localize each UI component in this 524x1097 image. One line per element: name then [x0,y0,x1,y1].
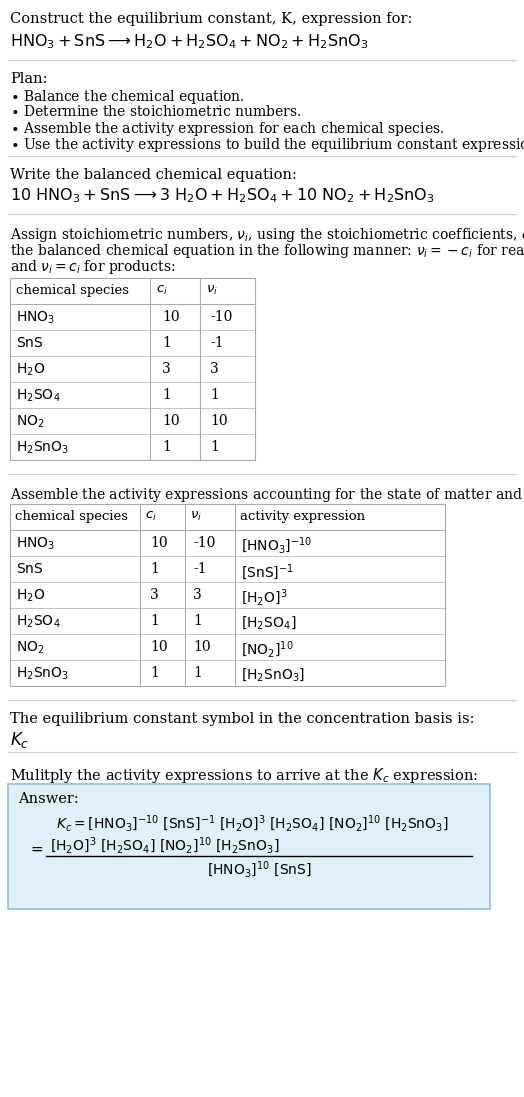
Text: Write the balanced chemical equation:: Write the balanced chemical equation: [10,168,297,182]
Text: $\mathrm{H_2O}$: $\mathrm{H_2O}$ [16,588,45,604]
Text: $K_c$: $K_c$ [10,730,29,750]
Text: $[\mathrm{HNO_3}]^{10}\ [\mathrm{SnS}]$: $[\mathrm{HNO_3}]^{10}\ [\mathrm{SnS}]$ [206,860,311,881]
Text: $\mathrm{NO_2}$: $\mathrm{NO_2}$ [16,640,45,656]
Text: $[\mathrm{H_2O}]^3$: $[\mathrm{H_2O}]^3$ [241,588,288,609]
Bar [10,278,255,460]
Text: $\mathrm{SnS}$: $\mathrm{SnS}$ [16,562,43,576]
Text: $\bullet$ Balance the chemical equation.: $\bullet$ Balance the chemical equation. [10,88,245,106]
Text: $\mathrm{10\ HNO_3 + SnS} \longrightarrow \mathrm{3\ H_2O + H_2SO_4 + 10\ NO_2 +: $\mathrm{10\ HNO_3 + SnS} \longrightarro… [10,186,435,205]
Text: $\bullet$ Use the activity expressions to build the equilibrium constant express: $\bullet$ Use the activity expressions t… [10,136,524,154]
Text: 1: 1 [193,614,202,627]
Text: -10: -10 [210,310,232,324]
Text: 3: 3 [210,362,219,376]
Text: 1: 1 [210,388,219,402]
FancyBboxPatch shape [8,784,490,909]
Text: 1: 1 [150,614,159,627]
Text: $=$: $=$ [28,842,44,856]
Text: 10: 10 [162,310,180,324]
Text: 1: 1 [210,440,219,454]
Text: $[\mathrm{H_2SO_4}]$: $[\mathrm{H_2SO_4}]$ [241,614,297,631]
Text: Answer:: Answer: [18,792,79,806]
Text: $[\mathrm{NO_2}]^{10}$: $[\mathrm{NO_2}]^{10}$ [241,640,293,660]
Text: $[\mathrm{HNO_3}]^{-10}$: $[\mathrm{HNO_3}]^{-10}$ [241,536,312,556]
Text: chemical species: chemical species [15,510,128,523]
Text: $\nu_i$: $\nu_i$ [190,510,202,523]
Text: $\mathrm{HNO_3}$: $\mathrm{HNO_3}$ [16,536,55,553]
Text: Assemble the activity expressions accounting for the state of matter and $\nu_i$: Assemble the activity expressions accoun… [10,486,524,504]
Text: 1: 1 [193,666,202,680]
Text: $\mathrm{SnS}$: $\mathrm{SnS}$ [16,336,43,350]
Text: the balanced chemical equation in the following manner: $\nu_i = -c_i$ for react: the balanced chemical equation in the fo… [10,242,524,260]
Text: -10: -10 [193,536,215,550]
Text: Construct the equilibrium constant, K, expression for:: Construct the equilibrium constant, K, e… [10,12,412,26]
Text: $[\mathrm{SnS}]^{-1}$: $[\mathrm{SnS}]^{-1}$ [241,562,294,581]
Text: Assign stoichiometric numbers, $\nu_i$, using the stoichiometric coefficients, $: Assign stoichiometric numbers, $\nu_i$, … [10,226,524,244]
Text: 10: 10 [193,640,211,654]
Text: 3: 3 [193,588,202,602]
Text: 10: 10 [150,640,168,654]
Text: 1: 1 [150,666,159,680]
Text: $\mathrm{H_2SO_4}$: $\mathrm{H_2SO_4}$ [16,388,61,405]
Text: $c_i$: $c_i$ [156,284,168,297]
Text: 1: 1 [162,440,171,454]
Text: $\mathrm{NO_2}$: $\mathrm{NO_2}$ [16,414,45,430]
Text: Mulitply the activity expressions to arrive at the $K_c$ expression:: Mulitply the activity expressions to arr… [10,766,478,785]
Text: 3: 3 [150,588,159,602]
Text: $\mathrm{HNO_3 + SnS} \longrightarrow \mathrm{H_2O + H_2SO_4 + NO_2 + H_2SnO_3}$: $\mathrm{HNO_3 + SnS} \longrightarrow \m… [10,32,368,50]
Text: Plan:: Plan: [10,72,48,86]
Text: 1: 1 [162,388,171,402]
Text: and $\nu_i = c_i$ for products:: and $\nu_i = c_i$ for products: [10,258,176,276]
Text: The equilibrium constant symbol in the concentration basis is:: The equilibrium constant symbol in the c… [10,712,475,726]
Text: chemical species: chemical species [16,284,129,297]
Text: 10: 10 [210,414,227,428]
Text: 10: 10 [150,536,168,550]
Text: 10: 10 [162,414,180,428]
Text: $\bullet$ Assemble the activity expression for each chemical species.: $\bullet$ Assemble the activity expressi… [10,120,444,138]
Text: $[\mathrm{H_2SnO_3}]$: $[\mathrm{H_2SnO_3}]$ [241,666,305,682]
Text: -1: -1 [210,336,224,350]
Text: $c_i$: $c_i$ [145,510,157,523]
Text: $\nu_i$: $\nu_i$ [206,284,218,297]
Text: $\mathrm{H_2SnO_3}$: $\mathrm{H_2SnO_3}$ [16,666,69,682]
Text: 1: 1 [150,562,159,576]
Text: $[\mathrm{H_2O}]^{3}\ [\mathrm{H_2SO_4}]\ [\mathrm{NO_2}]^{10}\ [\mathrm{H_2SnO_: $[\mathrm{H_2O}]^{3}\ [\mathrm{H_2SO_4}]… [50,836,279,857]
Text: $\mathrm{H_2SnO_3}$: $\mathrm{H_2SnO_3}$ [16,440,69,456]
Text: $\mathrm{HNO_3}$: $\mathrm{HNO_3}$ [16,310,55,327]
Text: 3: 3 [162,362,171,376]
Text: $K_c = [\mathrm{HNO_3}]^{-10}\ [\mathrm{SnS}]^{-1}\ [\mathrm{H_2O}]^{3}\ [\mathr: $K_c = [\mathrm{HNO_3}]^{-10}\ [\mathrm{… [56,814,449,835]
Bar [10,504,445,686]
Text: $\mathrm{H_2O}$: $\mathrm{H_2O}$ [16,362,45,378]
Text: 1: 1 [162,336,171,350]
Text: activity expression: activity expression [240,510,365,523]
Text: -1: -1 [193,562,206,576]
Text: $\bullet$ Determine the stoichiometric numbers.: $\bullet$ Determine the stoichiometric n… [10,104,301,118]
Text: $\mathrm{H_2SO_4}$: $\mathrm{H_2SO_4}$ [16,614,61,631]
